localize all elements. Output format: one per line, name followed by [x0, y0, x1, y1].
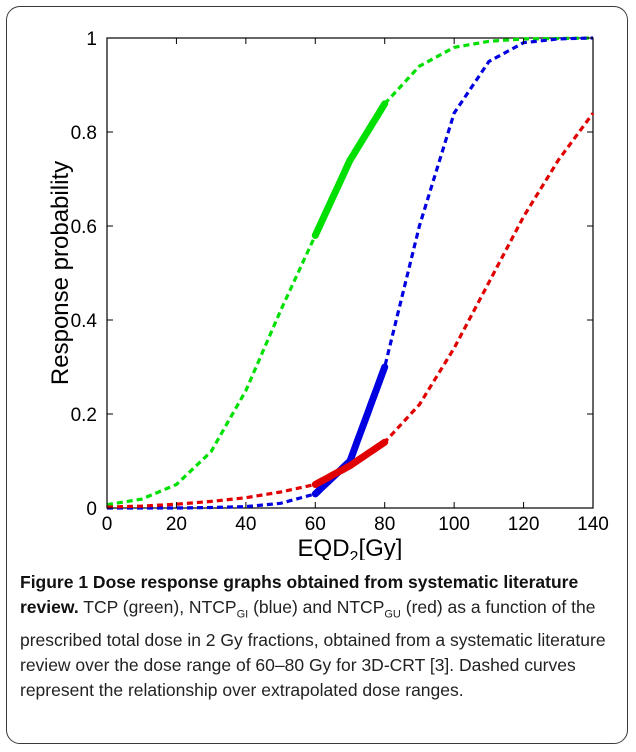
x-tick-label: 40	[235, 514, 256, 535]
x-tick-label: 0	[102, 514, 113, 535]
y-tick-label: 0.2	[71, 405, 97, 426]
y-tick-label: 0.4	[71, 311, 98, 332]
series-1-dashed	[107, 36, 594, 510]
series-2-dashed	[106, 112, 595, 509]
x-tick-label: 80	[374, 514, 395, 535]
series-2-solid	[311, 438, 389, 488]
curves	[106, 36, 595, 510]
caption-text-1: TCP (green), NTCP	[78, 597, 237, 617]
y-tick-label: 0.8	[71, 123, 97, 144]
y-tick-label: 0	[86, 499, 97, 520]
x-axis-label: EQD2[Gy]	[298, 535, 403, 560]
y-axis-ticks: 0 0.2 0.4 0.6 0.8 1	[71, 29, 593, 520]
series-0-solid	[311, 100, 389, 239]
figure-frame	[6, 6, 628, 744]
x-tick-label: 120	[508, 514, 540, 535]
caption-title: Figure 1 Dose response graphs obtained f…	[20, 572, 579, 617]
y-axis-label: Response probability	[47, 161, 74, 385]
x-axis-ticks: 0 20 40 60 80 100 120 140	[102, 38, 609, 535]
x-tick-label: 20	[166, 514, 187, 535]
caption-sub-gu: GU	[384, 608, 401, 621]
x-tick-label: 140	[577, 514, 609, 535]
response-chart: 0 20 40 60 80 100 120 140 0 0.2 0.4 0.6 0.8 1 Respon…	[47, 29, 609, 560]
x-tick-label: 60	[305, 514, 326, 535]
x-tick-label: 100	[438, 514, 470, 535]
y-tick-label: 0.6	[71, 217, 97, 238]
figure-caption: Figure 1 Dose response graphs obtained f…	[20, 570, 620, 703]
caption-text-2: (blue) and NTCP	[248, 597, 385, 617]
y-tick-label: 1	[86, 29, 97, 50]
caption-text-3: (red) as a function of the prescribed to…	[20, 597, 606, 700]
caption-sub-gi: GI	[236, 608, 249, 621]
plot-area	[106, 37, 594, 509]
series-1-solid	[311, 363, 389, 498]
